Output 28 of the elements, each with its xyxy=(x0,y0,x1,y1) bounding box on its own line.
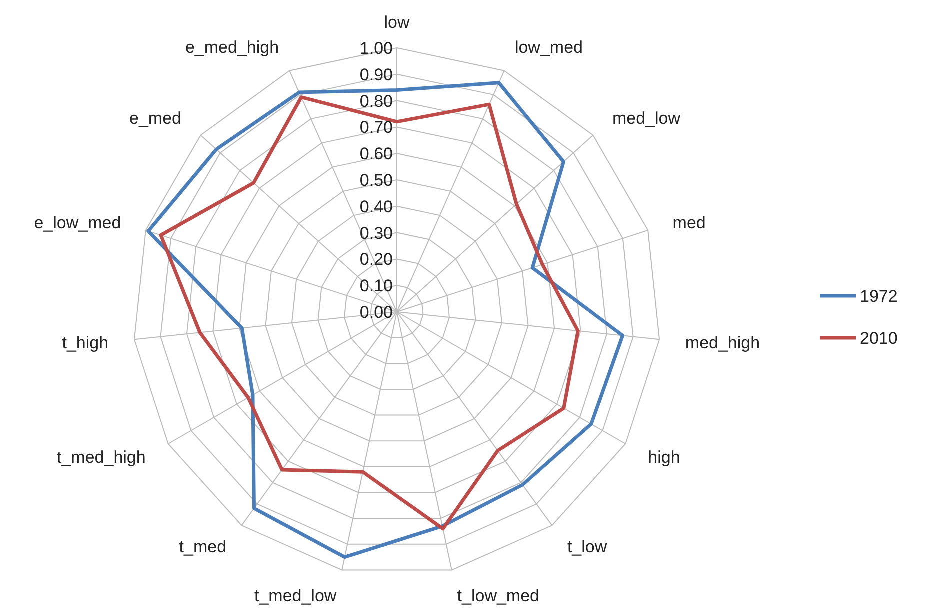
y-tick-label: 0.40 xyxy=(360,197,393,216)
spoke-label: med xyxy=(672,213,706,232)
spoke-label: t_med_low xyxy=(254,586,338,606)
spoke-label: t_high xyxy=(62,333,109,352)
spoke-label: low xyxy=(384,12,410,32)
spoke-label: t_low_med xyxy=(457,586,540,606)
spoke-label: med_high xyxy=(685,333,760,352)
y-tick-label: 0.00 xyxy=(360,302,393,322)
y-tick-label: 1.00 xyxy=(360,38,393,58)
y-tick-label: 0.60 xyxy=(360,144,393,164)
spoke-label: med_low xyxy=(612,108,682,128)
spoke-label: e_low_med xyxy=(34,213,122,232)
spoke-label: e_med_high xyxy=(185,38,280,58)
spoke-label: t_med xyxy=(179,538,227,557)
spoke-label: e_med xyxy=(130,108,182,128)
y-tick-label: 0.90 xyxy=(360,65,393,84)
spoke-label: t_med_high xyxy=(57,448,146,467)
y-tick-label: 0.50 xyxy=(360,170,393,190)
y-tick-label: 0.10 xyxy=(360,276,393,296)
y-tick-label: 0.80 xyxy=(360,92,393,111)
y-tick-label: 0.20 xyxy=(360,250,393,270)
spoke-label: high xyxy=(648,448,680,467)
spoke-label: t_low xyxy=(567,538,608,557)
legend-label: 1972 xyxy=(860,286,898,306)
legend-label: 2010 xyxy=(860,328,898,348)
y-tick-label: 0.30 xyxy=(360,224,393,243)
spoke-label: low_med xyxy=(514,38,583,58)
y-tick-label: 0.70 xyxy=(360,118,393,138)
